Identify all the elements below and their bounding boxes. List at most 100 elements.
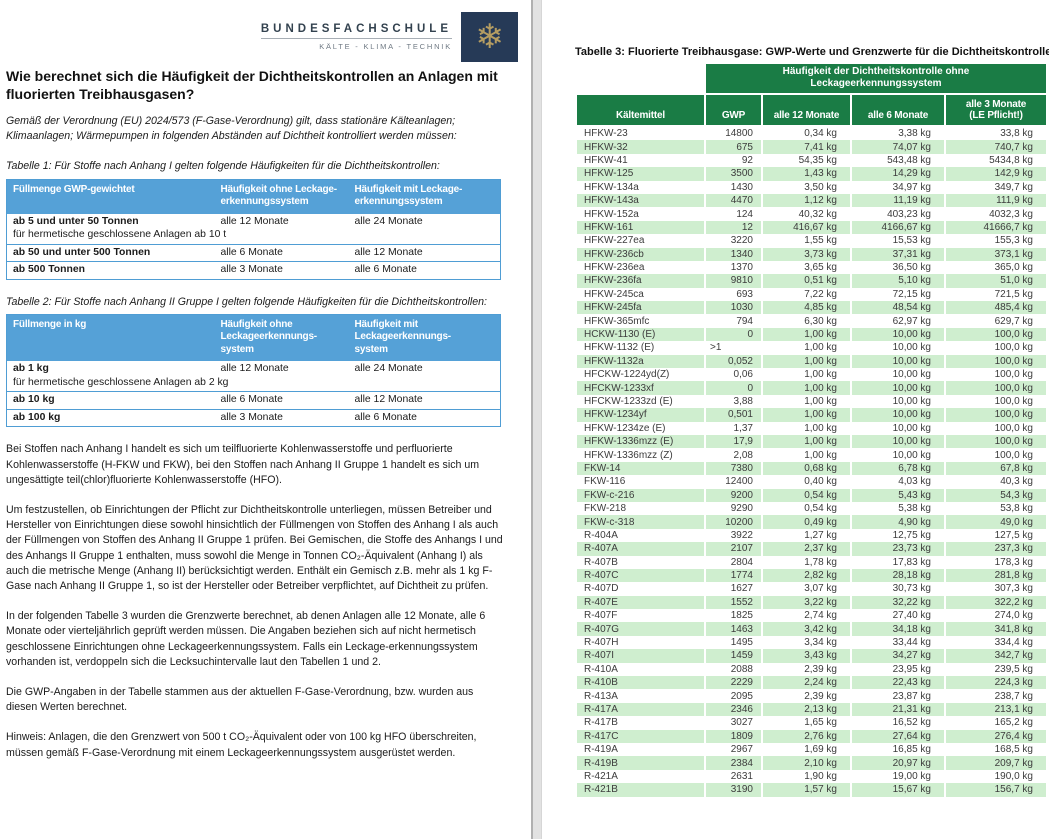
limit-3-months-cell: 100,0 kg: [946, 434, 1046, 449]
gwp-cell: 0,06: [733, 369, 753, 381]
gwp-cell: 3220: [730, 235, 753, 247]
gwp-cell: 2088: [730, 663, 753, 675]
limit-6-months-cell: 10,00 kg: [892, 342, 931, 354]
gwp-cell: 0: [706, 327, 761, 342]
interval-with-detection-cell: alle 24 Monate: [348, 213, 501, 245]
limit-6-months-cell: 34,97 kg: [892, 181, 931, 193]
limit-3-months-cell: 341,8 kg: [946, 622, 1046, 636]
limit-6-months-cell: 23,95 kg: [892, 663, 931, 675]
refrigerant-name-cell: R-407C: [577, 568, 704, 583]
limit-6-months-cell: 10,00 kg: [852, 327, 944, 342]
gwp-cell: 1370: [730, 262, 753, 274]
refrigerant-name-cell: HFKW-125: [577, 167, 704, 181]
refrigerant-name-cell: R-417B: [584, 717, 618, 729]
limit-6-months-cell: 10,00 kg: [892, 449, 931, 461]
table-row: HFKW-1336mzz (E) 17,9 1,00 kg 10,00 kg 100,0…: [577, 434, 1046, 449]
gwp-cell: 0,052: [706, 354, 761, 369]
refrigerant-name-cell: R-419A: [584, 744, 618, 756]
gwp-cell: 1627: [730, 583, 753, 595]
limit-6-months-cell: 16,52 kg: [892, 717, 931, 729]
limit-3-months-cell: 281,8 kg: [946, 568, 1046, 583]
table-row: HFKW-245ca 693 7,22 kg 72,15 kg 721,5 kg: [577, 288, 1046, 301]
limit-6-months-cell: 23,73 kg: [852, 542, 944, 556]
fill-quantity-cell: ab 1 kg für hermetische geschlossene Anla…: [6, 361, 229, 393]
limit-12-months-cell: 2,24 kg: [763, 676, 850, 690]
refrigerant-name-cell: R-410B: [577, 676, 704, 690]
interval-without-detection-cell: alle 3 Monate: [220, 411, 283, 423]
snowflake-glyph: ❄: [475, 18, 504, 56]
fill-quantity-label: ab 50 und unter 500 Tonnen: [13, 246, 151, 258]
interval-without-detection-cell: alle 3 Monate: [220, 264, 283, 276]
interval-with-detection-cell: alle 12 Monate: [348, 391, 501, 410]
limit-12-months-cell: 1,78 kg: [804, 556, 837, 568]
limit-12-months-cell: 3,42 kg: [763, 622, 850, 636]
table-row: R-407H 1495 3,34 kg 33,44 kg 334,4 kg: [577, 636, 1046, 649]
table-row: ab 10 kg alle 6 Monate alle 12 Monate: [6, 391, 501, 410]
limit-3-months-cell: 53,8 kg: [1000, 503, 1033, 515]
limit-3-months-cell: 238,7 kg: [994, 690, 1033, 702]
limit-3-months-cell: 100,0 kg: [946, 408, 1046, 422]
fill-quantity-cell: ab 100 kg: [7, 409, 215, 427]
limit-12-months-cell: 1,00 kg: [763, 327, 850, 342]
limit-3-months-cell: 349,7 kg: [994, 181, 1033, 193]
limit-3-months-cell: 40,3 kg: [1000, 476, 1033, 488]
logo-text: BUNDESFACHSCHULE KÄLTE - KLIMA - TECHNIK: [260, 23, 452, 51]
limit-12-months-cell: 1,00 kg: [804, 342, 837, 354]
limit-6-months-cell: 22,43 kg: [852, 676, 944, 690]
limit-6-months-cell: 15,67 kg: [852, 783, 944, 797]
limit-12-months-cell: 54,35 kg: [798, 154, 837, 166]
refrigerant-name-cell: R-417A: [577, 702, 704, 717]
fill-quantity-cell: ab 5 und unter 50 Tonnen für hermetische …: [6, 213, 226, 245]
limit-3-months-cell: 485,4 kg: [946, 301, 1046, 315]
gwp-cell: 2107: [706, 542, 761, 556]
limit-6-months-cell: 23,87 kg: [892, 690, 931, 702]
table-row: ab 1 kg für hermetische geschlossene Anla…: [6, 361, 501, 393]
gwp-cell: 10200: [706, 515, 761, 529]
gwp-cell: 12400: [725, 476, 753, 488]
refrigerant-name-cell: HFCKW-1233zd (E): [584, 396, 673, 407]
refrigerant-name-cell: FKW-218: [584, 503, 627, 515]
refrigerant-name-cell: HFCKW-1233xf: [577, 381, 704, 395]
interval-without-detection-cell: alle 12 Monate: [214, 213, 349, 245]
limit-12-months-cell: 1,69 kg: [804, 744, 837, 756]
gwp-cell: 794: [736, 315, 753, 327]
limit-3-months-cell: 274,0 kg: [994, 610, 1033, 622]
limit-3-months-cell: 51,0 kg: [946, 274, 1046, 288]
refrigerant-name-cell: R-407D: [584, 583, 619, 595]
limit-12-months-cell: 1,00 kg: [804, 422, 837, 434]
table-row: HFKW-236fa 9810 0,51 kg 5,10 kg 51,0 kg: [577, 274, 1046, 288]
page-right: Tabelle 3: Fluorierte Treibhausgase: GWP…: [542, 0, 1049, 839]
table-row: R-407A 2107 2,37 kg 23,73 kg 237,3 kg: [577, 542, 1046, 556]
limit-3-months-cell: 322,2 kg: [946, 595, 1046, 610]
refrigerant-name-cell: R-407F: [584, 610, 618, 622]
limit-12-months-cell: 1,57 kg: [763, 783, 850, 797]
limit-3-months-cell: 209,7 kg: [946, 756, 1046, 770]
limit-3-months-cell: 165,2 kg: [994, 717, 1033, 729]
limit-12-months-cell: 2,74 kg: [804, 610, 837, 622]
fill-quantity-sublabel: für hermetische geschlossene Anlagen ab …: [13, 376, 229, 388]
table-row: HFKW-1234ze (E) 1,37 1,00 kg 10,00 kg 100,0 …: [577, 422, 1046, 435]
table-row: HFKW-236cb 1340 3,73 kg 37,31 kg 373,1 kg: [577, 247, 1046, 261]
limit-12-months-cell: 3,43 kg: [763, 649, 850, 663]
limit-3-months-cell: 100,0 kg: [946, 381, 1046, 395]
limit-12-months-cell: 7,41 kg: [763, 140, 850, 154]
table-row: R-407G 1463 3,42 kg 34,18 kg 341,8 kg: [577, 622, 1046, 636]
refrigerant-name-cell: HFKW-236ea: [584, 262, 645, 274]
limit-3-months-cell: 373,1 kg: [946, 247, 1046, 261]
snowflake-icon: ❄: [461, 12, 518, 62]
limit-12-months-cell: 0,34 kg: [804, 128, 837, 140]
refrigerant-name-cell: R-419B: [577, 756, 704, 770]
limit-12-months-cell: 0,40 kg: [804, 476, 837, 488]
table-row: HCKW-1130 (E) 0 1,00 kg 10,00 kg 100,0 kg: [577, 327, 1046, 342]
refrigerant-name-cell: R-407A: [577, 542, 704, 556]
gwp-cell: 1495: [730, 637, 753, 649]
table-row: HFKW-161 12 416,67 kg 4166,67 kg 41666,7 kg: [577, 220, 1046, 235]
fill-quantity-label: ab 500 Tonnen: [13, 264, 85, 276]
limit-6-months-cell: 34,27 kg: [852, 649, 944, 663]
limit-3-months-cell: 127,5 kg: [994, 529, 1033, 541]
limit-12-months-cell: 1,00 kg: [804, 396, 837, 407]
refrigerant-name-cell: HFKW-134a: [584, 181, 639, 193]
refrigerant-name-cell: HFKW-152a: [584, 208, 639, 220]
gwp-cell: 0: [706, 381, 761, 395]
